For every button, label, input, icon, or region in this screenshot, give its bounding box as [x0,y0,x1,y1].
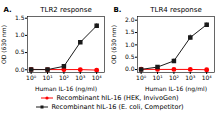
svg-text:1.5: 1.5 [15,14,25,21]
svg-text:0.5: 0.5 [15,48,25,55]
svg-text:10¹: 10¹ [42,74,53,81]
svg-text:0.0: 0.0 [125,65,135,72]
svg-text:Human IL-16 (ng/ml): Human IL-16 (ng/ml) [145,85,207,93]
svg-text:1.0: 1.0 [125,41,135,48]
svg-text:10⁴: 10⁴ [202,74,213,81]
svg-text:10⁰: 10⁰ [136,74,147,81]
svg-text:OD (630 nm): OD (630 nm) [110,25,117,64]
svg-text:10²: 10² [59,74,70,81]
svg-text:10²: 10² [169,74,180,81]
svg-text:10¹: 10¹ [152,74,163,81]
svg-text:Human IL-16 (ng/ml): Human IL-16 (ng/ml) [35,85,97,93]
html-text:Recombinant hIL-16 (HEK, Inviv: Recombinant hIL-16 (HEK, InvivoGen) [56,94,179,102]
svg-text:OD (630 nm): OD (630 nm) [0,25,7,64]
svg-text:2.0: 2.0 [125,16,135,23]
svg-text:B.: B. [114,6,122,14]
html-text:Recombinant hIL-16 (E. coli, C: Recombinant hIL-16 (E. coli, Competitor) [51,102,184,111]
svg-text:0.5: 0.5 [125,53,135,60]
svg-text:1.0: 1.0 [15,31,25,38]
svg-text:10³: 10³ [75,74,86,81]
svg-text:A.: A. [4,6,12,14]
svg-text:0.0: 0.0 [15,66,25,73]
svg-text:10⁴: 10⁴ [92,74,103,81]
svg-text:10⁰: 10⁰ [26,74,37,81]
svg-text:1.5: 1.5 [125,28,135,35]
svg-text:TLR4 response: TLR4 response [149,6,202,14]
svg-text:TLR2 response: TLR2 response [39,6,92,14]
svg-text:10³: 10³ [185,74,196,81]
